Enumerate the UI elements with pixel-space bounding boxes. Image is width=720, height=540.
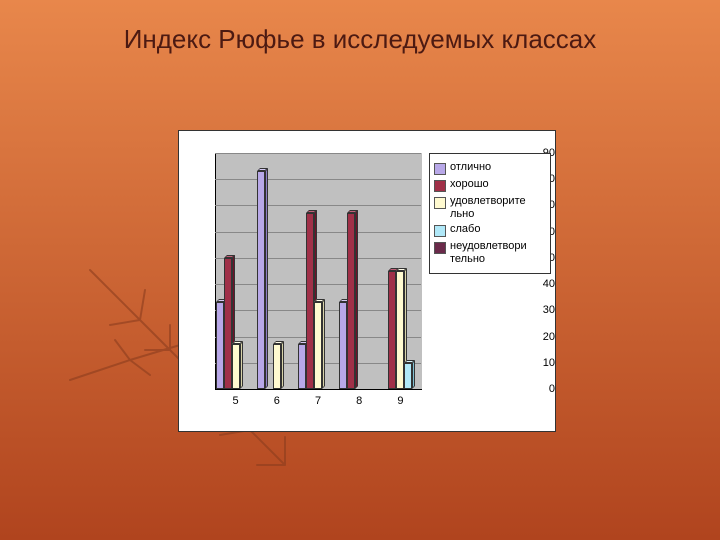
- bar: [224, 258, 232, 389]
- legend-item: отлично: [434, 161, 546, 175]
- gridline: [215, 232, 421, 233]
- bar: [347, 213, 355, 389]
- bar-side: [265, 168, 268, 389]
- x-tick-label: 8: [356, 395, 362, 407]
- gridline: [215, 205, 421, 206]
- x-tick-label: 5: [233, 395, 239, 407]
- y-tick-label: 20: [525, 331, 555, 343]
- x-tick-label: 6: [274, 395, 280, 407]
- legend-label: хорошо: [450, 178, 489, 191]
- y-tick-label: 40: [525, 278, 555, 290]
- gridline: [215, 258, 421, 259]
- chart-frame: 0102030405060708090 56789 отличнохорошоу…: [178, 130, 556, 432]
- bar: [339, 302, 347, 389]
- gridline: [215, 153, 421, 154]
- y-tick-label: 10: [525, 357, 555, 369]
- legend-swatch: [434, 163, 446, 175]
- legend-swatch: [434, 242, 446, 254]
- legend-label: слабо: [450, 223, 480, 236]
- bar: [216, 302, 224, 389]
- legend: отлично хорошо удовлетворительно слабо неудо…: [429, 153, 551, 274]
- bar-side: [281, 341, 284, 389]
- legend-label: удовлетворительно: [450, 195, 530, 220]
- legend-item: неудовлетворительно: [434, 240, 546, 265]
- page-title: Индекс Рюфье в исследуемых классах: [0, 24, 720, 55]
- bar-side: [355, 210, 358, 389]
- gridline: [215, 179, 421, 180]
- x-tick-label: 7: [315, 395, 321, 407]
- bar-side: [322, 299, 325, 389]
- x-tick-label: 9: [397, 395, 403, 407]
- legend-label: отлично: [450, 161, 491, 174]
- bar-side: [412, 360, 415, 389]
- bar: [257, 171, 265, 389]
- bar: [314, 302, 322, 389]
- legend-label: неудовлетворительно: [450, 240, 530, 265]
- bar: [306, 213, 314, 389]
- legend-item: хорошо: [434, 178, 546, 192]
- y-tick-label: 30: [525, 304, 555, 316]
- bar-side: [240, 341, 243, 389]
- bar: [232, 344, 240, 389]
- legend-swatch: [434, 197, 446, 209]
- y-tick-label: 0: [525, 383, 555, 395]
- legend-swatch: [434, 225, 446, 237]
- legend-item: слабо: [434, 223, 546, 237]
- legend-item: удовлетворительно: [434, 195, 546, 220]
- bar: [298, 344, 306, 389]
- slide: Индекс Рюфье в исследуемых классах 0 10 20…: [0, 0, 720, 540]
- bar: [273, 344, 281, 389]
- legend-swatch: [434, 180, 446, 192]
